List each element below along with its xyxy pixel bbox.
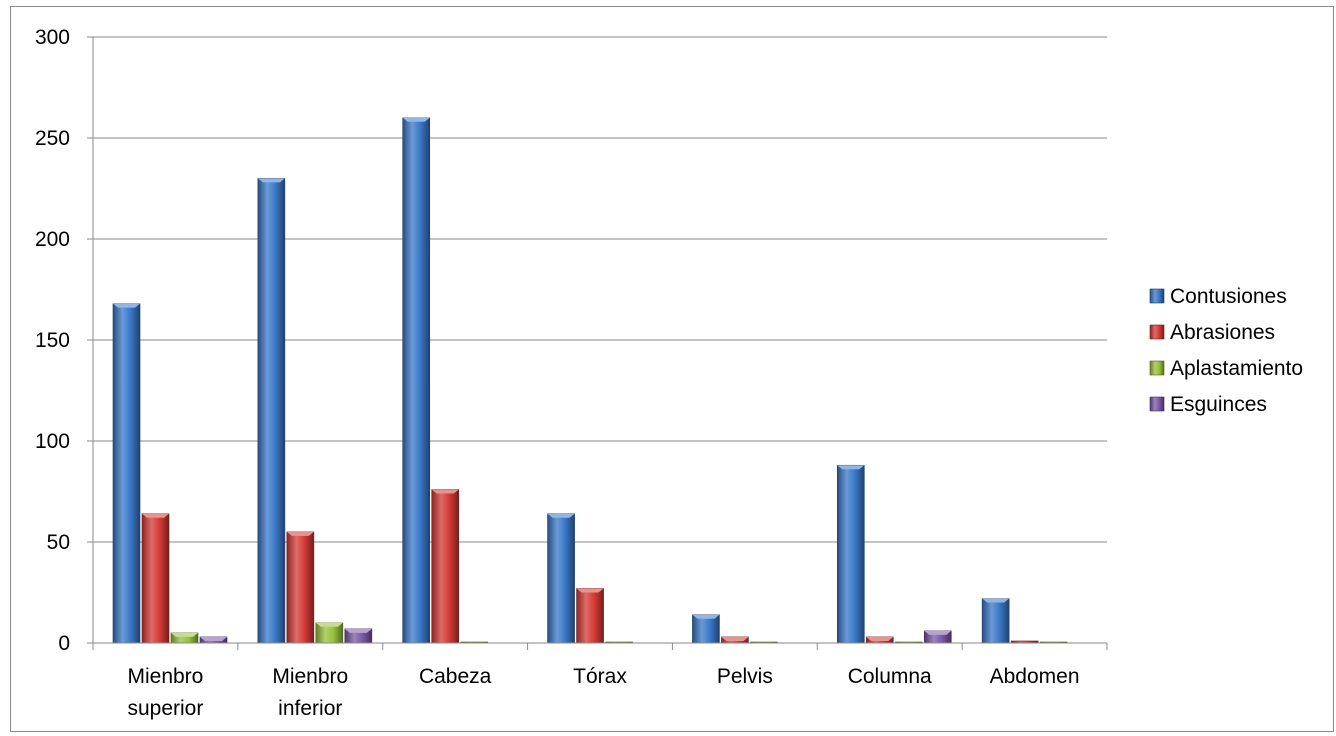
bar-contusiones-5 bbox=[836, 464, 865, 644]
bar-top-bevel bbox=[692, 614, 720, 619]
bar-top-bevel bbox=[924, 630, 952, 635]
bar-abrasiones-1 bbox=[286, 531, 315, 644]
bar-top-bevel bbox=[113, 303, 140, 308]
x-axis-category-labels: Mienbro superior Mienbro inferior Cabeza Tóra… bbox=[127, 665, 1079, 720]
bar-top-bevel bbox=[257, 178, 285, 183]
legend: Contusiones Abrasiones Aplastamiento Esguin… bbox=[1149, 285, 1303, 416]
bar-contusiones-0 bbox=[112, 303, 141, 644]
bar-top-bevel bbox=[200, 636, 227, 641]
y-tick-label: 150 bbox=[35, 329, 70, 352]
bar-contusiones-2 bbox=[402, 117, 431, 644]
x-category-label: Tórax bbox=[573, 665, 627, 688]
bar-top-bevel bbox=[286, 531, 314, 536]
legend-label-aplastamiento: Aplastamiento bbox=[1170, 357, 1303, 380]
bar-top-bevel bbox=[547, 513, 575, 518]
bar-contusiones-6 bbox=[981, 598, 1010, 644]
bar-abrasiones-2 bbox=[431, 489, 460, 644]
bar-top-bevel bbox=[315, 622, 343, 627]
bar-top-bevel bbox=[431, 489, 459, 494]
legend-label-contusiones: Contusiones bbox=[1170, 285, 1287, 308]
x-category-label: Columna bbox=[848, 665, 932, 688]
y-tick-label: 0 bbox=[58, 632, 70, 655]
bar-top-bevel bbox=[142, 513, 169, 518]
bar-top-bevel bbox=[982, 598, 1010, 603]
bar-top-bevel bbox=[721, 636, 749, 641]
legend-swatch-contusiones bbox=[1149, 288, 1165, 304]
legend-swatch-abrasiones bbox=[1149, 324, 1165, 340]
y-tick-label: 200 bbox=[35, 228, 70, 251]
axes bbox=[87, 36, 1108, 650]
legend-swatch-aplastamiento bbox=[1149, 360, 1165, 376]
bar-top-bevel bbox=[837, 465, 865, 470]
bar-abrasiones-0 bbox=[141, 513, 170, 644]
bar-top-bevel bbox=[344, 628, 372, 633]
x-category-label: Mienbro inferior bbox=[272, 665, 348, 720]
bar-contusiones-4 bbox=[692, 614, 720, 644]
x-category-label: Cabeza bbox=[419, 665, 492, 688]
x-category-label: Abdomen bbox=[990, 665, 1080, 688]
x-category-label: Mienbro superior bbox=[127, 665, 203, 720]
gridlines bbox=[93, 36, 1107, 644]
y-axis-tick-labels: 0 50 100 150 200 250 300 bbox=[35, 26, 70, 655]
y-tick-label: 50 bbox=[47, 531, 70, 554]
y-tick-label: 300 bbox=[35, 26, 70, 49]
legend-swatch-esguinces bbox=[1149, 396, 1165, 412]
chart-frame bbox=[10, 6, 1334, 732]
bar-top-bevel bbox=[866, 636, 894, 641]
bar-top-bevel bbox=[402, 117, 430, 122]
legend-label-esguinces: Esguinces bbox=[1170, 393, 1267, 416]
bar-top-bevel bbox=[171, 632, 198, 637]
bar-abrasiones-3 bbox=[576, 588, 604, 644]
legend-label-abrasiones: Abrasiones bbox=[1170, 321, 1275, 344]
y-tick-label: 250 bbox=[35, 127, 70, 150]
bar-contusiones-3 bbox=[547, 513, 575, 644]
bars bbox=[112, 117, 1068, 644]
y-tick-label: 100 bbox=[35, 430, 70, 453]
bar-top-bevel bbox=[576, 588, 604, 593]
x-category-label: Pelvis bbox=[717, 665, 773, 688]
bar-contusiones-1 bbox=[257, 178, 286, 644]
